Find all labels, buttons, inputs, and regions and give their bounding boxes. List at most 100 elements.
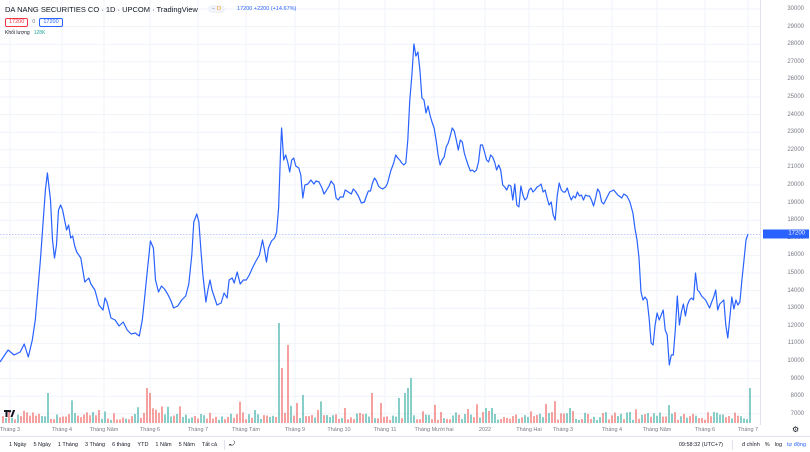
time-tick: Tháng 11 (373, 427, 397, 433)
volume-bar (290, 405, 292, 423)
volume-bar (614, 412, 616, 423)
volume-bar (293, 415, 295, 423)
percent-scale-button[interactable]: % (764, 441, 770, 448)
volume-bar (173, 415, 175, 423)
adjust-button[interactable]: đ chỉnh (742, 441, 760, 448)
volume-bar (602, 413, 604, 423)
chart-plot-area[interactable] (0, 0, 760, 425)
time-tick: Tháng 6 (694, 427, 716, 433)
volume-bar (128, 419, 130, 423)
price-tick: 22000 (787, 146, 804, 153)
volume-bar (470, 414, 472, 423)
volume-bar (263, 415, 265, 423)
auto-scale-button[interactable]: tự động (787, 441, 806, 448)
volume-bar (14, 419, 16, 423)
volume-bar (83, 414, 85, 423)
log-scale-button[interactable]: log (774, 441, 783, 448)
price-tick: 13000 (787, 305, 804, 312)
volume-bar (317, 409, 319, 423)
range-6m-button[interactable]: 6 tháng (112, 441, 131, 448)
range-5y-button[interactable]: 5 Năm (178, 441, 195, 448)
volume-bar (68, 414, 70, 423)
sell-price-box[interactable]: 17200 (5, 17, 29, 27)
price-tick: 30000 (787, 6, 804, 12)
time-axis[interactable]: Tháng 3 Tháng 4 Tháng Năm Tháng 6 Tháng 7 Thá… (0, 425, 760, 435)
volume-bar (662, 416, 664, 423)
settings-gear-icon[interactable]: ⚙ (792, 425, 800, 434)
volume-bar (218, 419, 220, 423)
volume-bar (59, 417, 61, 423)
range-all-button[interactable]: Tất cả (201, 441, 218, 448)
volume-bar (212, 418, 214, 423)
tradingview-logo-icon[interactable] (4, 410, 18, 420)
volume-bar (554, 401, 556, 423)
divider (732, 439, 734, 450)
volume-bar (572, 411, 574, 423)
volume-bar (29, 415, 31, 423)
time-tick: Tháng 7 (187, 427, 209, 433)
clock-time[interactable]: 09:58:32 (UTC+7) (678, 441, 724, 448)
volume-bar (329, 417, 331, 423)
volume-bar (206, 418, 208, 423)
volume-bar (422, 411, 424, 423)
price-tick: 8000 (790, 393, 804, 400)
volume-bar (113, 413, 115, 423)
buy-price-box[interactable]: 17200 (39, 17, 63, 27)
volume-bar (689, 416, 691, 423)
volume-bar (152, 408, 154, 423)
range-1y-button[interactable]: 1 Năm (155, 441, 172, 448)
volume-bar (299, 418, 301, 423)
range-ytd-button[interactable]: YTD (137, 441, 149, 448)
time-tick: Tháng Hai (516, 427, 542, 433)
volume-bar (599, 417, 601, 423)
volume-bar (8, 411, 10, 423)
price-tick: 23000 (787, 129, 804, 136)
volume-bar (509, 418, 511, 423)
volume-bar (383, 416, 385, 423)
volume-bar (407, 388, 409, 423)
volume-bar (380, 403, 382, 423)
volume-bar (455, 412, 457, 423)
volume-bar (245, 419, 247, 423)
volume-bar (413, 415, 415, 423)
volume-bar (650, 416, 652, 423)
date-range-buttons: 1 Ngày 5 Ngày 1 Tháng 3 Tháng 6 tháng YT… (6, 442, 220, 448)
price-axis[interactable]: 30000 29000 28000 27000 26000 25000 24000 23000… (760, 0, 810, 425)
volume-bar (326, 415, 328, 423)
volume-bar (698, 418, 700, 423)
volume-bar (539, 413, 541, 423)
time-tick: 2022 (478, 427, 492, 433)
volume-bar (428, 414, 430, 423)
range-1d-button[interactable]: 1 Ngày (9, 441, 27, 448)
volume-bar (740, 416, 742, 423)
volume-bar (563, 413, 565, 423)
volume-bar (197, 418, 199, 423)
volume-bar (542, 417, 544, 423)
volume-bar (185, 414, 187, 423)
last-price-label: 17200 (763, 229, 809, 239)
volume-bar (332, 415, 334, 423)
volume-bar (308, 416, 310, 423)
market-status-badge[interactable]: − D (207, 5, 226, 13)
volume-bar (536, 414, 538, 423)
volume-bar (179, 406, 181, 423)
range-3m-button[interactable]: 3 Tháng (84, 441, 106, 448)
volume-bar (437, 419, 439, 423)
volume-bar (515, 414, 517, 423)
volume-bar (716, 412, 718, 423)
volume-bar (665, 416, 667, 423)
volume-bar (269, 416, 271, 423)
time-tick: Tháng 10 (327, 427, 351, 433)
range-5d-button[interactable]: 5 Ngày (33, 441, 51, 448)
volume-bar (260, 418, 262, 423)
volume-bar (551, 412, 553, 423)
symbol-title[interactable]: DA NANG SECURITIES CO · 1D · UPCOM · Tra… (5, 4, 198, 14)
range-1m-button[interactable]: 1 Tháng (57, 441, 78, 448)
volume-bar (560, 413, 562, 423)
volume-bar (65, 416, 67, 423)
go-to-date-icon[interactable]: ⤾ (229, 440, 235, 448)
volume-bar (677, 419, 679, 423)
volume-bar (575, 418, 577, 423)
volume-label[interactable]: Khối lượng (5, 30, 30, 36)
volume-bar (449, 419, 451, 423)
